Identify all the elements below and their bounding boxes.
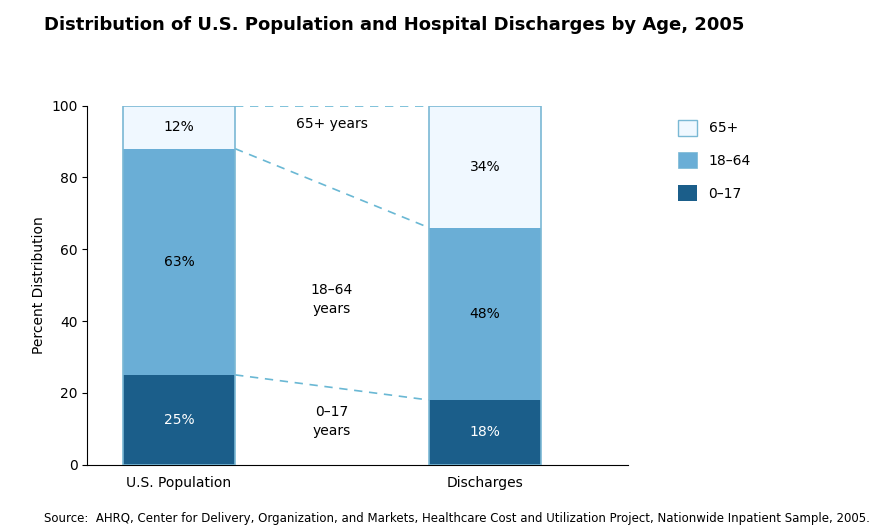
Text: 18%: 18%: [470, 426, 501, 439]
Bar: [429, 400, 542, 465]
Text: 12%: 12%: [164, 120, 194, 134]
Bar: [429, 106, 542, 465]
Y-axis label: Percent Distribution: Percent Distribution: [31, 216, 45, 354]
Bar: [123, 149, 235, 375]
Legend: 65+, 18–64, 0–17: 65+, 18–64, 0–17: [678, 120, 751, 201]
Bar: [429, 228, 542, 400]
Text: 48%: 48%: [470, 307, 501, 321]
Bar: [123, 375, 235, 465]
Text: 65+ years: 65+ years: [296, 117, 368, 130]
Bar: [429, 106, 542, 228]
Bar: [123, 106, 235, 465]
Text: 25%: 25%: [164, 413, 194, 427]
Text: 63%: 63%: [164, 255, 194, 269]
Text: 18–64
years: 18–64 years: [311, 284, 353, 316]
Text: Source:  AHRQ, Center for Delivery, Organization, and Markets, Healthcare Cost a: Source: AHRQ, Center for Delivery, Organ…: [44, 512, 869, 525]
Bar: [123, 106, 235, 149]
Text: 34%: 34%: [470, 159, 501, 174]
Text: 0–17
years: 0–17 years: [313, 406, 351, 438]
Text: Distribution of U.S. Population and Hospital Discharges by Age, 2005: Distribution of U.S. Population and Hosp…: [44, 16, 744, 34]
